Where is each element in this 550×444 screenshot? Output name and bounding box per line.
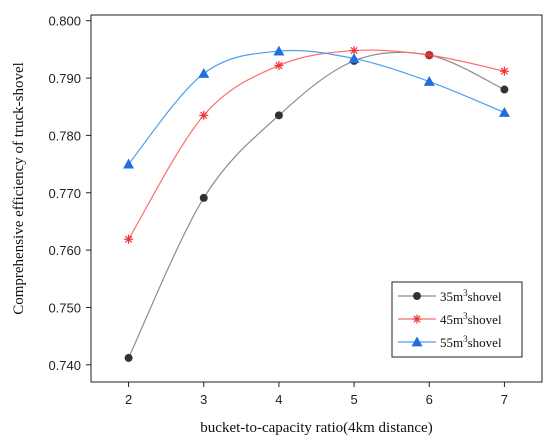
data-point-series-1 xyxy=(499,66,509,76)
data-point-series-2 xyxy=(498,106,510,117)
y-tick-label: 0.780 xyxy=(48,128,81,143)
x-tick-label: 4 xyxy=(275,392,282,407)
x-tick-label: 2 xyxy=(125,392,132,407)
data-point-series-2 xyxy=(348,53,360,63)
legend-label-1: 45m3shovel xyxy=(440,311,502,327)
data-point-series-2 xyxy=(123,158,135,169)
x-tick-label: 7 xyxy=(501,392,508,407)
data-point-series-1 xyxy=(424,50,434,60)
x-axis-title: bucket-to-capacity ratio(4km distance) xyxy=(200,420,432,436)
legend-marker-0 xyxy=(413,292,421,300)
data-point-series-0 xyxy=(274,111,283,120)
data-point-series-1 xyxy=(124,234,134,244)
series-line-1 xyxy=(128,49,505,240)
data-point-series-2 xyxy=(273,45,285,56)
x-tick-label: 5 xyxy=(350,392,357,407)
y-axis-title: Comprehensive efficiency of truck-shovel xyxy=(11,62,27,315)
data-point-series-0 xyxy=(199,193,208,202)
data-point-series-2 xyxy=(198,67,210,78)
y-tick-label: 0.770 xyxy=(48,186,81,201)
series-line-2 xyxy=(128,49,505,165)
data-point-series-2 xyxy=(423,76,435,86)
y-tick-label: 0.760 xyxy=(48,243,81,258)
x-tick-label: 6 xyxy=(426,392,433,407)
legend-marker-1 xyxy=(412,314,422,324)
x-tick-label: 3 xyxy=(200,392,207,407)
y-tick-label: 0.800 xyxy=(48,14,81,29)
legend-label-2: 55m3shovel xyxy=(440,334,502,350)
plot-frame xyxy=(90,14,543,383)
data-point-series-0 xyxy=(500,85,509,94)
data-point-series-1 xyxy=(274,60,284,70)
data-point-series-1 xyxy=(199,110,209,120)
y-tick-label: 0.750 xyxy=(48,300,81,315)
y-tick-label: 0.790 xyxy=(48,71,81,86)
y-tick-label: 0.740 xyxy=(48,358,81,373)
legend-marker-2 xyxy=(411,336,423,347)
data-point-series-0 xyxy=(124,353,133,362)
legend-label-0: 35m3shovel xyxy=(440,288,502,304)
